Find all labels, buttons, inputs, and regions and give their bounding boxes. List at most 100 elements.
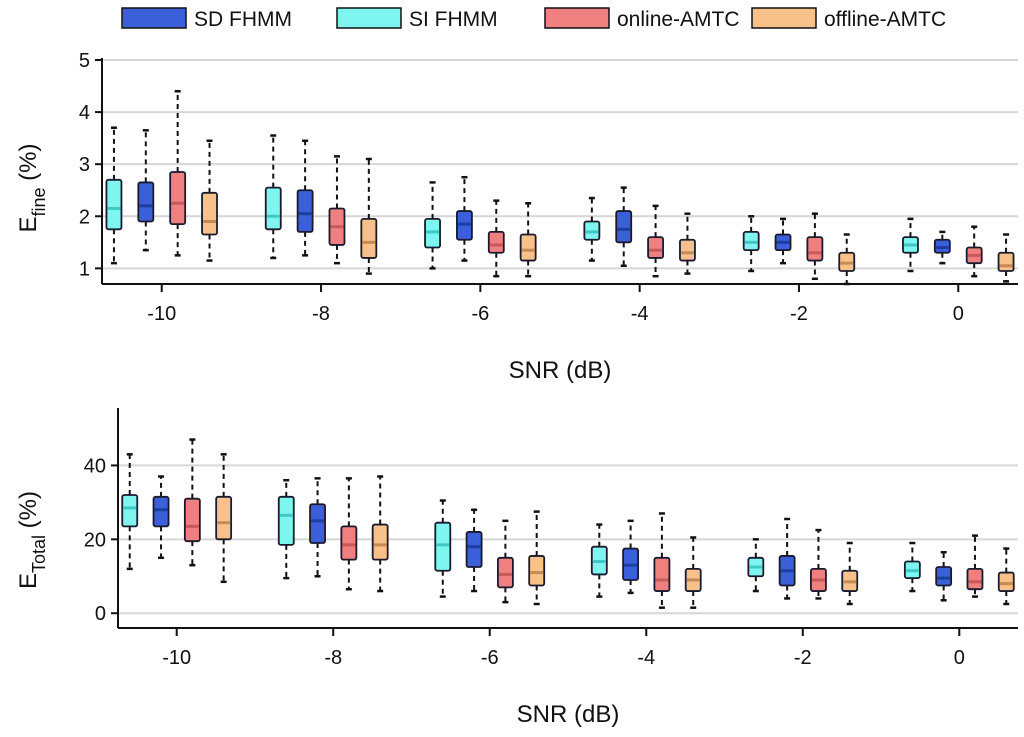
- y-tick-label: 0: [95, 603, 106, 625]
- box-si-fhmm: [583, 196, 601, 262]
- box-si-fhmm: [902, 217, 919, 273]
- box-offline-amtc: [684, 536, 702, 609]
- x-tick-label: -6: [471, 303, 489, 325]
- box-online-amtc: [169, 90, 187, 257]
- legend: SD FHMM SI FHMM online-AMTC offline-AMTC: [121, 7, 946, 31]
- box-body: [997, 251, 1015, 272]
- box-body: [679, 238, 696, 262]
- legend-label: SI FHMM: [409, 8, 498, 31]
- box-body: [935, 566, 953, 587]
- legend-swatch: [544, 7, 610, 29]
- total-error-gridlines: [118, 464, 1018, 615]
- box-body: [169, 171, 187, 225]
- box-body: [183, 497, 201, 543]
- legend-label: online-AMTC: [617, 8, 740, 31]
- y-tick-label: 3: [79, 154, 90, 176]
- box-sd-fhmm: [152, 475, 170, 560]
- box-body: [519, 233, 537, 262]
- legend-swatch: [751, 7, 817, 29]
- box-body: [615, 210, 633, 244]
- x-tick-label: -6: [481, 647, 499, 669]
- x-tick-label: -8: [324, 647, 342, 669]
- legend-item: online-AMTC: [544, 7, 740, 31]
- box-body: [340, 525, 358, 561]
- box-offline-amtc: [528, 510, 546, 606]
- box-body: [528, 555, 546, 587]
- box-si-fhmm: [742, 215, 760, 273]
- x-tick-label: -2: [794, 647, 812, 669]
- total-error-y-axis-title: ETotal (%): [15, 491, 49, 589]
- legend-item: SD FHMM: [121, 7, 292, 31]
- box-sd-fhmm: [933, 230, 951, 265]
- box-body: [371, 523, 389, 561]
- box-si-fhmm: [903, 541, 921, 593]
- box-online-amtc: [496, 519, 514, 604]
- box-si-fhmm: [747, 538, 765, 593]
- box-sd-fhmm: [309, 477, 326, 578]
- box-offline-amtc: [519, 202, 537, 278]
- box-body: [487, 231, 505, 254]
- total-error-boxes: [121, 438, 1015, 609]
- box-body: [277, 495, 295, 546]
- fine-error-y-axis-title: Efine (%): [15, 143, 49, 232]
- box-sd-fhmm: [615, 186, 633, 268]
- legend-label: offline-AMTC: [824, 8, 946, 31]
- legend-swatch: [121, 7, 187, 29]
- box-offline-amtc: [371, 475, 389, 593]
- x-tick-label: -10: [147, 303, 176, 325]
- box-body: [309, 503, 326, 544]
- x-tick-label: -10: [162, 647, 191, 669]
- box-offline-amtc: [201, 139, 218, 262]
- box-sd-fhmm: [774, 217, 792, 265]
- legend-item: SI FHMM: [336, 7, 498, 31]
- fine-error-boxes: [105, 90, 1015, 286]
- x-tick-label: -8: [312, 303, 330, 325]
- y-tick-label: 2: [79, 206, 90, 228]
- box-si-fhmm: [424, 181, 441, 270]
- box-online-amtc: [183, 438, 201, 567]
- box-online-amtc: [810, 528, 827, 600]
- box-body: [215, 495, 233, 541]
- box-sd-fhmm: [296, 139, 314, 257]
- y-tick-label: 5: [79, 50, 90, 72]
- legend-item: offline-AMTC: [751, 7, 946, 31]
- box-offline-amtc: [838, 233, 856, 286]
- box-body: [105, 178, 123, 231]
- box-online-amtc: [966, 534, 984, 598]
- box-body: [360, 217, 378, 259]
- x-tick-label: -2: [790, 303, 808, 325]
- total-error-x-axis-title: SNR (dB): [517, 701, 620, 728]
- box-body: [806, 236, 824, 262]
- box-offline-amtc: [360, 157, 378, 275]
- y-tick-label: 20: [84, 529, 106, 551]
- box-si-fhmm: [590, 523, 608, 598]
- box-online-amtc: [647, 204, 664, 278]
- box-offline-amtc: [215, 453, 233, 584]
- box-offline-amtc: [841, 541, 859, 606]
- box-si-fhmm: [277, 478, 295, 580]
- box-body: [434, 521, 452, 572]
- box-body: [647, 236, 664, 259]
- box-body: [152, 495, 170, 528]
- box-body: [121, 494, 139, 528]
- box-sd-fhmm: [935, 551, 953, 602]
- box-sd-fhmm: [622, 519, 640, 595]
- x-tick-label: -4: [631, 303, 649, 325]
- box-body: [296, 189, 314, 233]
- y-tick-label: 1: [79, 258, 90, 280]
- legend-label: SD FHMM: [194, 8, 292, 31]
- legend-swatch: [336, 7, 402, 29]
- total-error-axes: 0 20 40 -10 -8 -6 -4 -2 0: [84, 408, 1018, 669]
- box-body: [966, 567, 984, 591]
- box-sd-fhmm: [778, 517, 796, 600]
- box-online-amtc: [965, 225, 983, 278]
- box-body: [264, 186, 282, 231]
- box-online-amtc: [806, 212, 824, 281]
- fine-error-axes: 1 2 3 4 5 -10 -8 -6 -4 -2 0: [79, 50, 1018, 325]
- box-si-fhmm: [434, 499, 452, 598]
- box-online-amtc: [340, 477, 358, 591]
- box-offline-amtc: [997, 233, 1015, 283]
- box-si-fhmm: [264, 134, 282, 260]
- box-sd-fhmm: [137, 129, 155, 252]
